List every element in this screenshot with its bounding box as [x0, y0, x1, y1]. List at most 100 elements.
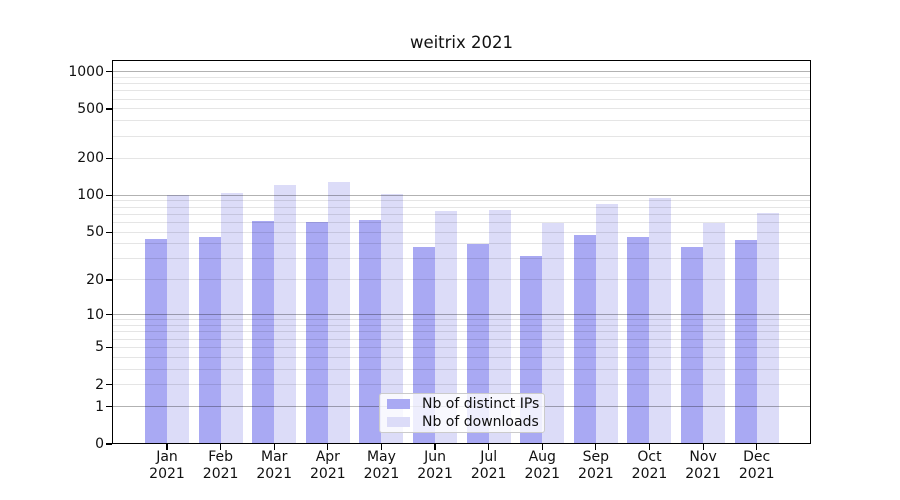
gridline-minor — [112, 319, 811, 321]
gridline-major — [112, 194, 811, 196]
gridline-minor — [112, 157, 811, 159]
y-tick-label: 20 — [86, 271, 104, 288]
x-tick-month: Mar — [261, 449, 288, 465]
x-tick-month: Nov — [689, 449, 717, 465]
x-tick-month: Jun — [424, 449, 446, 465]
bar-downloads-jul — [488, 209, 511, 444]
x-tick-label: Oct 2021 — [620, 449, 678, 483]
x-tick-year: 2021 — [256, 466, 293, 482]
y-tick-mark — [106, 231, 112, 233]
y-tick-mark — [106, 194, 112, 196]
x-tick-label: Jan 2021 — [138, 449, 196, 483]
bar-downloads-mar — [274, 185, 297, 444]
legend-label-downloads: Nb of downloads — [422, 414, 539, 430]
gridline-minor — [112, 325, 811, 327]
gridline-minor — [112, 206, 811, 208]
x-tick-year: 2021 — [524, 466, 561, 482]
x-tick-month: Aug — [528, 449, 556, 465]
y-tick-label: 2 — [95, 376, 104, 393]
x-tick-label: Feb 2021 — [192, 449, 250, 483]
bar-downloads-dec — [756, 212, 779, 444]
x-tick-mark — [434, 444, 436, 450]
bar-distinct-ips-jan — [145, 238, 167, 444]
x-tick-month: Dec — [743, 449, 771, 465]
x-tick-label: Nov 2021 — [674, 449, 732, 483]
x-tick-mark — [756, 444, 758, 450]
legend-swatch-distinct-ips-icon — [387, 399, 410, 409]
y-tick-label: 0 — [95, 436, 104, 452]
x-tick-mark — [595, 444, 597, 450]
legend-swatch-downloads-icon — [387, 417, 410, 427]
x-tick-month: Oct — [637, 449, 662, 465]
gridline-major — [112, 71, 811, 73]
x-tick-mark — [702, 444, 704, 450]
gridline-minor — [112, 368, 811, 370]
x-tick-month: Jan — [156, 449, 178, 465]
y-tick-label: 10 — [86, 306, 104, 323]
x-tick-mark — [648, 444, 651, 450]
y-tick-mark — [106, 108, 112, 110]
y-tick-mark — [106, 384, 112, 386]
y-tick-mark — [106, 406, 112, 408]
gridline-minor — [112, 331, 811, 333]
x-tick-mark — [220, 444, 222, 450]
bar-distinct-ips-sep — [573, 235, 596, 444]
y-tick-label: 1000 — [68, 63, 104, 80]
x-tick-year: 2021 — [202, 466, 239, 482]
y-tick-mark — [106, 279, 112, 281]
gridline-major — [112, 314, 811, 316]
y-tick-label: 500 — [77, 100, 104, 117]
x-tick-year: 2021 — [417, 466, 453, 482]
y-tick-label: 50 — [86, 224, 104, 241]
gridline-minor — [112, 83, 811, 85]
gridline-minor — [112, 279, 811, 281]
x-tick-label: Sep 2021 — [567, 449, 625, 483]
gridline-minor — [112, 243, 811, 245]
gridline-minor — [112, 98, 811, 100]
x-tick-month: Jul — [480, 449, 498, 465]
x-tick-mark — [380, 444, 383, 450]
x-tick-year: 2021 — [738, 466, 775, 482]
bar-distinct-ips-mar — [252, 220, 275, 444]
gridline-minor — [112, 200, 811, 202]
bar-distinct-ips-feb — [198, 236, 221, 444]
gridline-minor — [112, 384, 811, 386]
x-tick-year: 2021 — [578, 466, 614, 482]
chart-title: weitrix 2021 — [409, 33, 514, 52]
x-tick-month: Feb — [208, 449, 233, 465]
y-tick-mark — [106, 443, 112, 445]
gridline-minor — [112, 90, 811, 92]
gridline-minor — [112, 231, 811, 233]
bar-distinct-ips-nov — [681, 246, 704, 444]
x-tick-year: 2021 — [310, 466, 346, 482]
gridline-minor — [112, 213, 811, 215]
x-tick-label: Apr 2021 — [299, 449, 357, 483]
bar-downloads-jan — [167, 194, 189, 444]
x-tick-year: 2021 — [685, 466, 721, 482]
bar-distinct-ips-oct — [627, 236, 650, 444]
bar-downloads-apr — [327, 181, 350, 444]
x-tick-mark — [166, 444, 168, 450]
y-tick-mark — [106, 71, 112, 73]
x-tick-mark — [541, 444, 543, 450]
x-tick-label: Aug 2021 — [513, 449, 571, 483]
gridline-minor — [112, 221, 811, 223]
bar-distinct-ips-apr — [305, 222, 328, 444]
bar-downloads-sep — [595, 203, 618, 444]
x-tick-month: May — [366, 449, 396, 465]
gridline-minor — [112, 258, 811, 260]
bar-downloads-aug — [542, 223, 565, 444]
x-tick-label: Mar 2021 — [245, 449, 303, 483]
bar-downloads-jun — [435, 210, 458, 444]
bar-downloads-feb — [220, 192, 243, 444]
x-tick-year: 2021 — [149, 466, 185, 482]
gridline-minor — [112, 356, 811, 358]
x-tick-year: 2021 — [363, 466, 400, 482]
bar-downloads-oct — [649, 198, 672, 444]
bar-distinct-ips-dec — [734, 240, 757, 444]
x-tick-label: Dec 2021 — [728, 449, 786, 483]
x-tick-label: May 2021 — [352, 449, 410, 483]
legend-row-distinct-ips: Nb of distinct IPs — [380, 396, 544, 412]
gridline-minor — [112, 76, 811, 78]
